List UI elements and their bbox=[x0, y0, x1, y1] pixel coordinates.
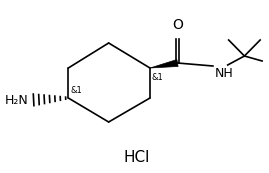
Text: &1: &1 bbox=[70, 86, 82, 95]
Polygon shape bbox=[150, 60, 178, 68]
Text: H₂N: H₂N bbox=[5, 93, 29, 107]
Text: O: O bbox=[172, 18, 183, 32]
Text: HCl: HCl bbox=[123, 151, 149, 166]
Text: &1: &1 bbox=[152, 73, 164, 82]
Text: NH: NH bbox=[215, 67, 234, 80]
